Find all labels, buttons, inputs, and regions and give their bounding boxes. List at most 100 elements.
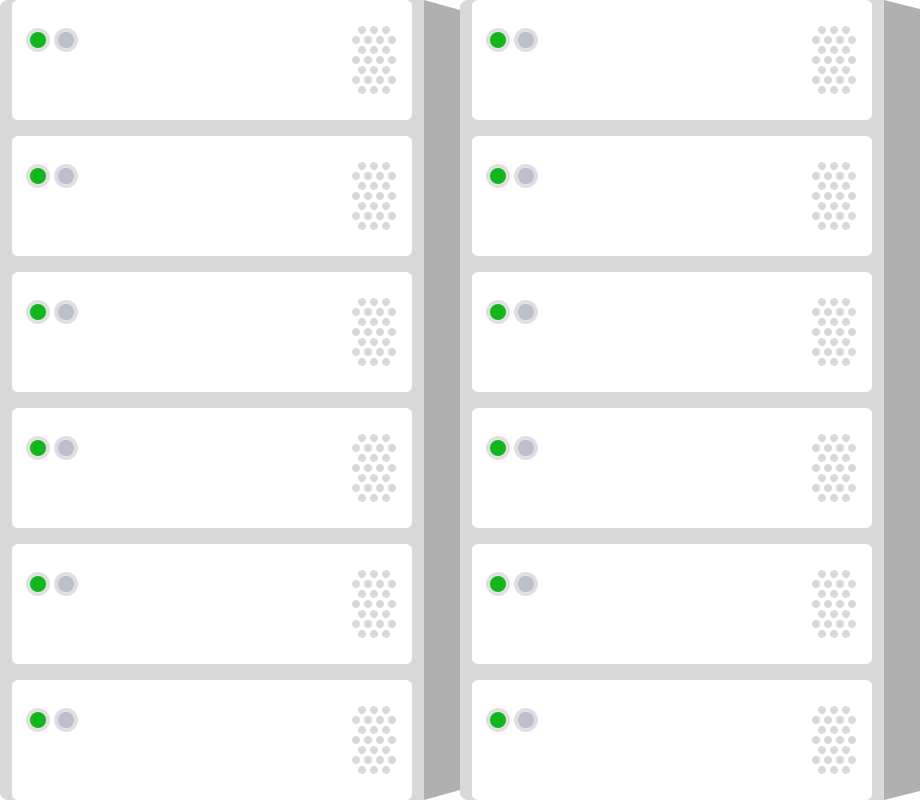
vent-hole <box>818 202 826 210</box>
vent-hole <box>818 570 826 578</box>
vent-hole <box>376 444 384 452</box>
vent-hole <box>352 600 360 608</box>
vent-hole <box>812 76 820 84</box>
vent-hole <box>842 570 850 578</box>
vent-hole <box>818 318 826 326</box>
vent-hole <box>830 570 838 578</box>
vent-hole <box>370 46 378 54</box>
vent-hole <box>824 464 832 472</box>
power-led-icon <box>486 572 510 596</box>
left-rack-side-panel <box>412 0 460 800</box>
activity-led-icon <box>54 708 78 732</box>
vent-hole <box>812 464 820 472</box>
vent-hole <box>376 600 384 608</box>
vent-hole <box>818 182 826 190</box>
vent-hole <box>376 620 384 628</box>
vent-hole <box>824 756 832 764</box>
vent-hole <box>364 756 372 764</box>
vent-hole <box>358 182 366 190</box>
vent-hole <box>824 56 832 64</box>
vent-hole <box>370 338 378 346</box>
vent-hole <box>358 46 366 54</box>
vent-hole <box>830 86 838 94</box>
power-led-icon <box>26 708 50 732</box>
vent-hole <box>370 766 378 774</box>
activity-led-icon <box>54 300 78 324</box>
vent-hole <box>842 474 850 482</box>
vent-hole <box>358 338 366 346</box>
vent-hole <box>358 86 366 94</box>
vent-hole <box>830 182 838 190</box>
vent-hole <box>824 348 832 356</box>
vent-hole <box>830 358 838 366</box>
vent-hole <box>370 494 378 502</box>
vent-hole <box>352 736 360 744</box>
vent-hole <box>830 630 838 638</box>
vent-hole <box>830 202 838 210</box>
vent-hole <box>842 162 850 170</box>
vent-hole <box>388 484 396 492</box>
vent-hole <box>364 348 372 356</box>
vent-hole <box>388 580 396 588</box>
vent-hole <box>842 434 850 442</box>
vent-hole <box>848 736 856 744</box>
vent-hole <box>376 464 384 472</box>
vent-hole <box>818 726 826 734</box>
vent-hole <box>352 484 360 492</box>
server-unit <box>472 136 872 256</box>
vent-hole <box>352 620 360 628</box>
vent-hole <box>382 162 390 170</box>
activity-led-icon <box>514 572 538 596</box>
vent-hole <box>358 726 366 734</box>
vent-hole <box>358 318 366 326</box>
vent-hole <box>382 590 390 598</box>
vent-hole <box>842 494 850 502</box>
vent-hole <box>364 484 372 492</box>
vent-hole <box>382 338 390 346</box>
server-unit <box>12 272 412 392</box>
vent-hole <box>818 358 826 366</box>
vent-hole <box>376 56 384 64</box>
rack-right <box>460 0 884 800</box>
vent-hole <box>364 328 372 336</box>
vent-hole <box>830 766 838 774</box>
vent-hole <box>824 172 832 180</box>
vent-hole <box>818 26 826 34</box>
vent-hole <box>812 348 820 356</box>
vent-hole <box>358 222 366 230</box>
server-unit <box>12 136 412 256</box>
vent-hole <box>848 444 856 452</box>
vent-hole <box>388 36 396 44</box>
vent-hole <box>842 86 850 94</box>
vent-hole <box>382 202 390 210</box>
vent-hole <box>818 222 826 230</box>
power-led-icon <box>26 164 50 188</box>
vent-hole <box>818 494 826 502</box>
vent-hole <box>388 464 396 472</box>
vent-hole <box>382 454 390 462</box>
vent-hole <box>842 358 850 366</box>
vent-hole <box>370 474 378 482</box>
vent-hole <box>352 76 360 84</box>
vent-hole <box>824 580 832 588</box>
vent-hole <box>848 328 856 336</box>
vent-hole <box>352 580 360 588</box>
vent-hole <box>382 726 390 734</box>
server-unit <box>12 0 412 120</box>
vent-hole <box>812 716 820 724</box>
vent-grille-icon <box>352 570 396 638</box>
vent-hole <box>812 36 820 44</box>
vent-hole <box>824 716 832 724</box>
vent-hole <box>836 308 844 316</box>
vent-hole <box>830 26 838 34</box>
vent-hole <box>370 318 378 326</box>
vent-hole <box>364 192 372 200</box>
vent-hole <box>388 444 396 452</box>
vent-hole <box>370 182 378 190</box>
activity-led-icon <box>514 164 538 188</box>
vent-hole <box>358 746 366 754</box>
vent-hole <box>824 444 832 452</box>
vent-hole <box>836 348 844 356</box>
vent-hole <box>388 736 396 744</box>
vent-hole <box>818 434 826 442</box>
